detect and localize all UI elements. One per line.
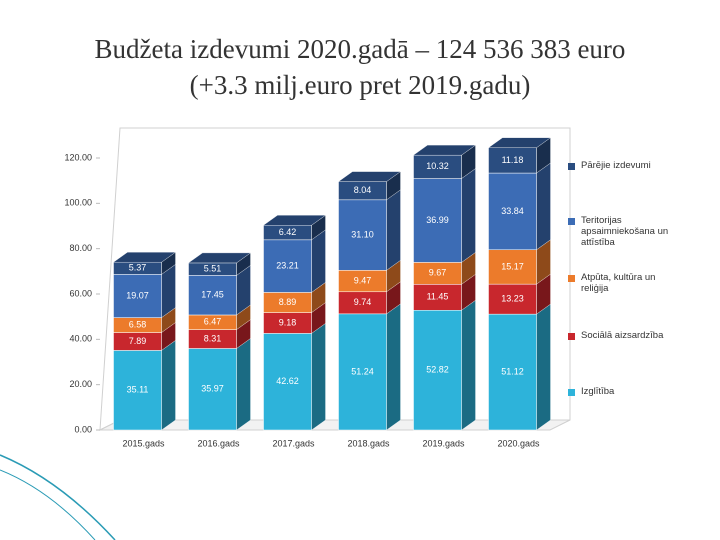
x-tick-label: 2020.gads <box>497 438 540 448</box>
legend-label: Atpūta, kultūra un reliģija <box>581 272 656 294</box>
bar <box>488 249 537 285</box>
bar <box>413 178 462 263</box>
x-tick-label: 2018.gads <box>347 438 390 448</box>
value-label: 51.12 <box>501 366 524 376</box>
value-label: 15.17 <box>501 261 524 271</box>
value-label: 33.84 <box>501 206 524 216</box>
bar <box>413 284 462 311</box>
legend-label: Izglītība <box>581 386 615 397</box>
legend-swatch <box>568 163 575 170</box>
bar-side <box>236 338 251 431</box>
bar <box>338 313 387 431</box>
decoration <box>0 454 116 540</box>
value-label: 8.89 <box>279 297 297 307</box>
value-label: 23.21 <box>276 261 299 271</box>
value-label: 42.62 <box>276 376 299 386</box>
bar-side <box>536 303 551 431</box>
legend-item: Teritorijas apsaimniekošana un attīstība <box>568 215 678 248</box>
bar-side <box>386 189 401 271</box>
bar <box>488 147 537 174</box>
value-label: 51.24 <box>351 366 374 376</box>
bar-top <box>188 252 251 264</box>
y-tick-label: 40.00 <box>69 334 92 344</box>
value-label: 11.45 <box>427 292 449 302</box>
y-tick-label: 0.00 <box>74 424 92 434</box>
legend-swatch <box>568 218 575 225</box>
value-label: 8.04 <box>354 185 372 195</box>
value-label: 35.11 <box>127 385 149 395</box>
value-label: 6.42 <box>279 227 297 237</box>
legend-swatch <box>568 333 575 340</box>
bar-top <box>263 215 326 226</box>
value-label: 9.18 <box>279 317 297 327</box>
legend-item: Pārējie izdevumi <box>568 160 678 171</box>
bar <box>263 239 312 293</box>
legend-swatch <box>568 389 575 396</box>
value-label: 36.99 <box>426 215 449 225</box>
value-label: 9.47 <box>354 275 372 285</box>
value-label: 17.45 <box>201 290 224 300</box>
bar <box>188 275 237 316</box>
x-tick-label: 2017.gads <box>272 438 315 448</box>
x-tick-label: 2016.gads <box>197 438 240 448</box>
bar-side <box>461 168 476 263</box>
x-tick-label: 2015.gads <box>122 438 165 448</box>
value-label: 10.32 <box>426 161 449 171</box>
y-tick-label: 20.00 <box>69 379 92 389</box>
title-line: Budžeta izdevumi 2020.gadā – 124 536 383… <box>95 34 626 64</box>
value-label: 19.07 <box>126 290 149 300</box>
bar-top <box>113 252 176 263</box>
value-label: 6.58 <box>129 319 147 329</box>
value-label: 6.47 <box>204 317 222 327</box>
value-label: 9.67 <box>429 268 447 278</box>
bar-top <box>413 145 476 156</box>
bar <box>488 172 537 251</box>
value-label: 13.23 <box>501 294 524 304</box>
title-line: (+3.3 milj.euro pret 2019.gadu) <box>190 70 531 100</box>
bar <box>113 350 162 431</box>
bar-side <box>311 229 326 293</box>
y-tick-label: 100.00 <box>64 198 92 208</box>
value-label: 35.97 <box>201 384 224 394</box>
value-label: 11.18 <box>502 155 524 165</box>
decoration <box>0 469 96 540</box>
bar <box>113 274 162 318</box>
legend-item: Izglītība <box>568 386 678 397</box>
legend-item: Sociālā aizsardzība <box>568 330 678 341</box>
bar-side <box>536 162 551 251</box>
value-label: 31.10 <box>351 229 374 239</box>
bar-side <box>461 299 476 431</box>
value-label: 7.89 <box>129 336 147 346</box>
legend-label: Teritorijas apsaimniekošana un attīstība <box>581 215 669 248</box>
value-label: 8.31 <box>204 333 222 343</box>
legend-label: Sociālā aizsardzība <box>581 330 664 341</box>
legend-item: Atpūta, kultūra un reliģija <box>568 272 678 294</box>
legend-swatch <box>568 275 575 282</box>
legend-label: Pārējie izdevumi <box>581 160 651 171</box>
value-label: 5.37 <box>129 263 147 273</box>
bar-side <box>311 323 326 431</box>
bar <box>488 283 537 315</box>
bar <box>263 333 312 431</box>
y-tick-label: 60.00 <box>69 288 92 298</box>
x-tick-label: 2019.gads <box>422 438 465 448</box>
y-tick-label: 120.00 <box>64 152 92 162</box>
bar-top <box>488 137 551 148</box>
bar-top <box>338 171 401 182</box>
bar <box>413 310 462 431</box>
value-label: 52.82 <box>426 365 449 375</box>
bar <box>338 199 387 271</box>
value-label: 9.74 <box>354 297 372 307</box>
y-tick-label: 80.00 <box>69 243 92 253</box>
bar-side <box>386 303 401 431</box>
bar-side <box>161 340 176 431</box>
value-label: 5.51 <box>204 264 222 274</box>
bar <box>188 348 237 431</box>
